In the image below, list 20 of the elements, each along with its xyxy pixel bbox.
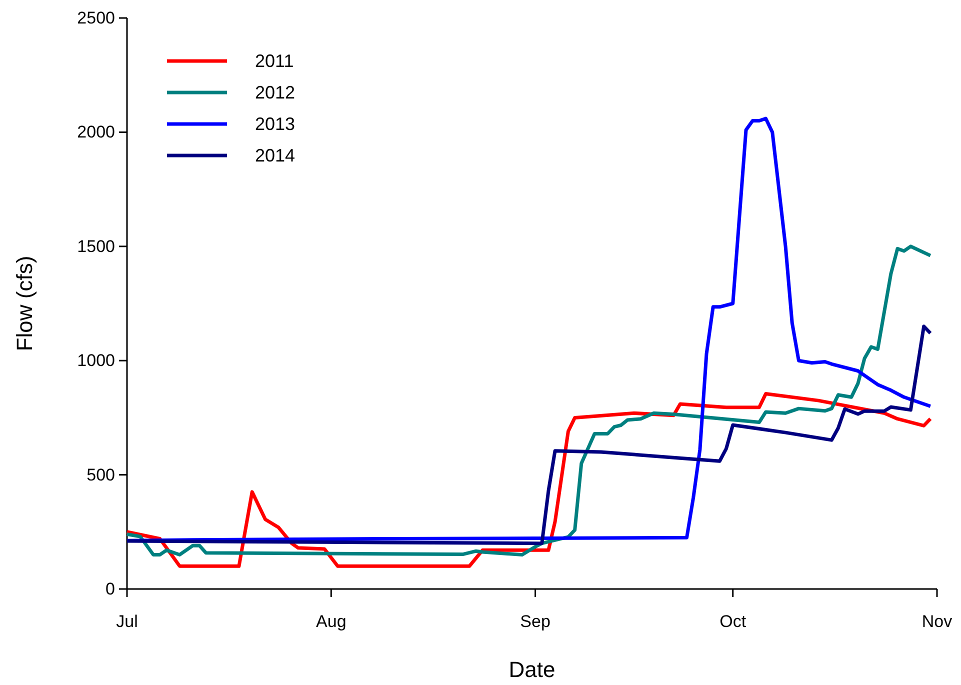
x-tick-label: Jul <box>116 612 138 632</box>
y-axis-title: Flow (cfs) <box>12 256 37 352</box>
legend-label: 2014 <box>255 146 296 166</box>
legend-label: 2011 <box>255 51 294 71</box>
line-series <box>125 244 932 556</box>
legend-label: 2013 <box>255 114 296 134</box>
x-tick-label: Aug <box>316 612 346 632</box>
y-tick-label: 1000 <box>77 351 115 370</box>
x-axis-title: Date <box>508 657 556 682</box>
x-tick-label: Nov <box>922 612 953 632</box>
line-series <box>125 324 932 546</box>
y-tick-label: 500 <box>86 465 115 484</box>
y-tick-label: 2500 <box>77 8 115 28</box>
y-tick-label: 2000 <box>77 122 115 142</box>
x-tick-label: Oct <box>720 612 746 632</box>
y-tick-label: 1500 <box>77 236 115 256</box>
line-series <box>125 116 932 542</box>
y-tick-label: 0 <box>106 579 115 598</box>
legend-label: 2012 <box>255 82 296 102</box>
x-tick-label: Sep <box>520 612 550 632</box>
